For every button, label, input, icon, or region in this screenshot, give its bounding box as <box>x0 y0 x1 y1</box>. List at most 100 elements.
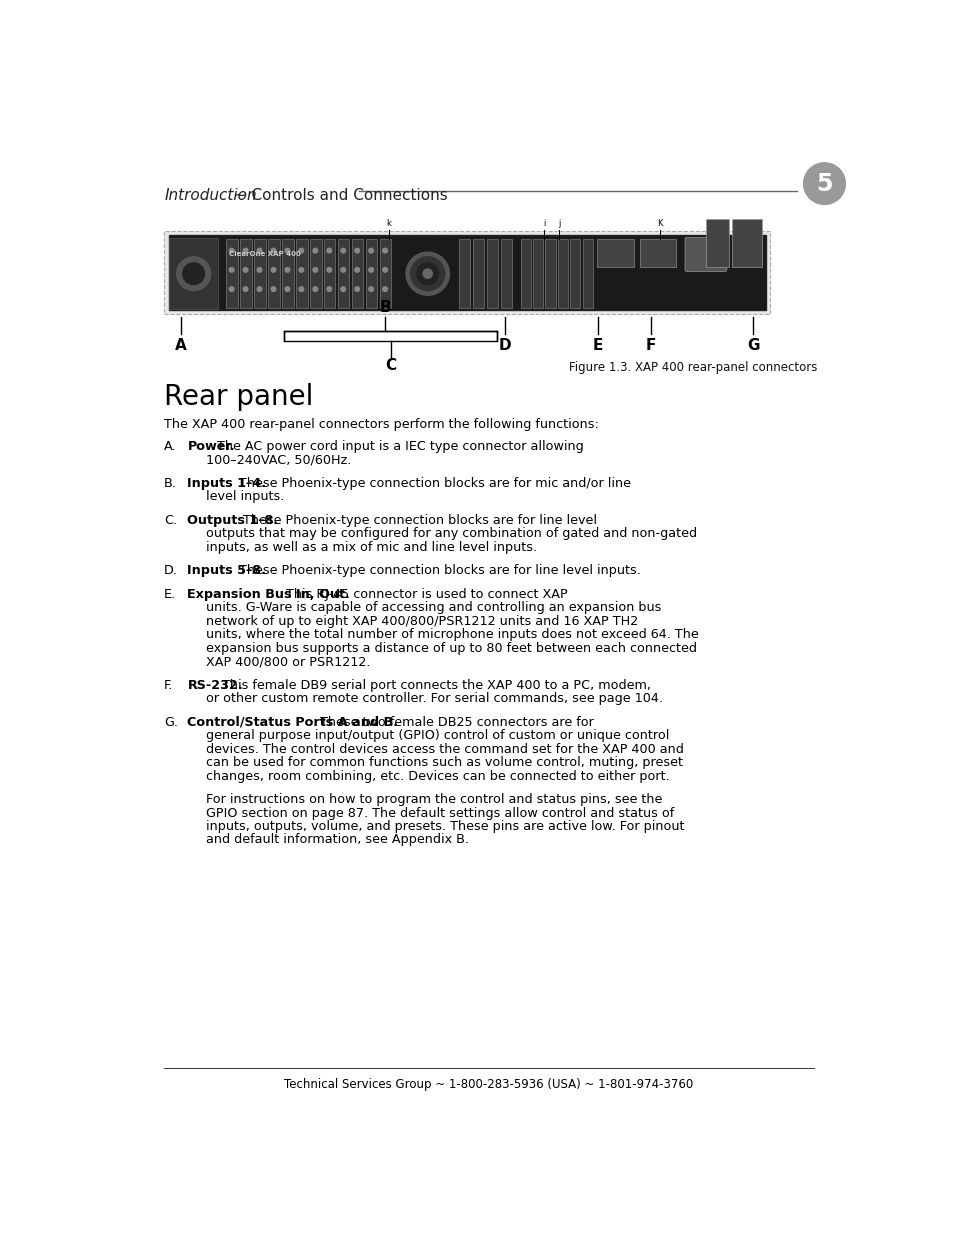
Text: These two female DB25 connectors are for: These two female DB25 connectors are for <box>312 716 594 729</box>
Text: k: k <box>386 219 391 227</box>
FancyBboxPatch shape <box>533 240 542 308</box>
Text: D: D <box>498 338 511 353</box>
FancyBboxPatch shape <box>684 237 726 272</box>
Text: units. G-Ware is capable of accessing and controlling an expansion bus: units. G-Ware is capable of accessing an… <box>206 601 660 614</box>
Circle shape <box>422 269 432 278</box>
FancyBboxPatch shape <box>597 240 633 267</box>
Circle shape <box>406 252 449 295</box>
Text: j: j <box>558 219 560 227</box>
FancyBboxPatch shape <box>458 240 470 308</box>
Text: Inputs 5–8.: Inputs 5–8. <box>187 564 266 578</box>
Text: For instructions on how to program the control and status pins, see the: For instructions on how to program the c… <box>206 793 661 806</box>
FancyBboxPatch shape <box>169 235 765 310</box>
Circle shape <box>340 268 345 272</box>
Text: Inputs 1–4.: Inputs 1–4. <box>187 477 266 490</box>
Circle shape <box>382 248 387 253</box>
Text: can be used for common functions such as volume control, muting, preset: can be used for common functions such as… <box>206 756 682 769</box>
Circle shape <box>257 287 261 291</box>
Text: B: B <box>379 300 391 315</box>
Circle shape <box>243 268 248 272</box>
Circle shape <box>802 163 844 205</box>
Text: i: i <box>542 219 544 227</box>
Text: Technical Services Group ~ 1-800-283-5936 (USA) ~ 1-801-974-3760: Technical Services Group ~ 1-800-283-593… <box>284 1078 693 1092</box>
Text: These Phoenix-type connection blocks are for line level: These Phoenix-type connection blocks are… <box>239 514 597 527</box>
Circle shape <box>285 248 290 253</box>
Text: The AC power cord input is a IEC type connector allowing: The AC power cord input is a IEC type co… <box>213 440 583 453</box>
Text: The XAP 400 rear-panel connectors perform the following functions:: The XAP 400 rear-panel connectors perfor… <box>164 419 598 431</box>
Circle shape <box>355 287 359 291</box>
Text: C.: C. <box>164 514 177 527</box>
Text: This RJ-45 connector is used to connect XAP: This RJ-45 connector is used to connect … <box>282 588 567 601</box>
Text: inputs, outputs, volume, and presets. These pins are active low. For pinout: inputs, outputs, volume, and presets. Th… <box>206 820 684 834</box>
FancyBboxPatch shape <box>570 240 579 308</box>
Circle shape <box>285 287 290 291</box>
Circle shape <box>327 248 332 253</box>
FancyBboxPatch shape <box>323 240 335 308</box>
Text: changes, room combining, etc. Devices can be connected to either port.: changes, room combining, etc. Devices ca… <box>206 769 669 783</box>
Circle shape <box>313 287 317 291</box>
Text: devices. The control devices access the command set for the XAP 400 and: devices. The control devices access the … <box>206 742 683 756</box>
Text: 100–240VAC, 50/60Hz.: 100–240VAC, 50/60Hz. <box>206 453 351 467</box>
FancyBboxPatch shape <box>732 219 760 267</box>
Text: Figure 1.3. XAP 400 rear-panel connectors: Figure 1.3. XAP 400 rear-panel connector… <box>568 362 817 374</box>
Text: F: F <box>645 338 656 353</box>
Circle shape <box>369 287 373 291</box>
Circle shape <box>271 248 275 253</box>
Circle shape <box>298 248 303 253</box>
Circle shape <box>313 248 317 253</box>
FancyBboxPatch shape <box>240 240 252 308</box>
Text: network of up to eight XAP 400/800/PSR1212 units and 16 XAP TH2: network of up to eight XAP 400/800/PSR12… <box>206 615 638 627</box>
FancyBboxPatch shape <box>337 240 349 308</box>
Text: Power.: Power. <box>187 440 234 453</box>
Circle shape <box>382 268 387 272</box>
Circle shape <box>313 268 317 272</box>
FancyBboxPatch shape <box>295 240 307 308</box>
Circle shape <box>340 287 345 291</box>
Circle shape <box>229 287 233 291</box>
Text: expansion bus supports a distance of up to 80 feet between each connected: expansion bus supports a distance of up … <box>206 642 697 655</box>
Text: general purpose input/output (GPIO) control of custom or unique control: general purpose input/output (GPIO) cont… <box>206 729 669 742</box>
FancyBboxPatch shape <box>639 240 676 267</box>
Text: E.: E. <box>164 588 176 601</box>
FancyBboxPatch shape <box>365 240 377 308</box>
Circle shape <box>243 287 248 291</box>
Text: G.: G. <box>164 716 178 729</box>
Circle shape <box>285 268 290 272</box>
Circle shape <box>176 257 211 290</box>
FancyBboxPatch shape <box>705 219 728 267</box>
Circle shape <box>257 248 261 253</box>
Text: A: A <box>175 338 187 353</box>
FancyBboxPatch shape <box>164 231 769 314</box>
FancyBboxPatch shape <box>558 240 567 308</box>
Text: 5: 5 <box>816 172 832 195</box>
Text: This female DB9 serial port connects the XAP 400 to a PC, modem,: This female DB9 serial port connects the… <box>217 679 650 692</box>
Bar <box>284 331 497 341</box>
FancyBboxPatch shape <box>486 240 497 308</box>
Text: These Phoenix-type connection blocks are for mic and/or line: These Phoenix-type connection blocks are… <box>234 477 630 490</box>
Text: or other custom remote controller. For serial commands, see page 104.: or other custom remote controller. For s… <box>206 692 662 705</box>
FancyBboxPatch shape <box>582 240 592 308</box>
Circle shape <box>410 257 444 290</box>
Circle shape <box>327 268 332 272</box>
Circle shape <box>243 248 248 253</box>
Circle shape <box>355 268 359 272</box>
FancyBboxPatch shape <box>545 240 555 308</box>
Text: units, where the total number of microphone inputs does not exceed 64. The: units, where the total number of microph… <box>206 629 698 641</box>
FancyBboxPatch shape <box>520 240 530 308</box>
Text: inputs, as well as a mix of mic and line level inputs.: inputs, as well as a mix of mic and line… <box>206 541 537 555</box>
Text: E: E <box>593 338 602 353</box>
Text: Introduction: Introduction <box>164 188 256 204</box>
Circle shape <box>271 287 275 291</box>
Text: F.: F. <box>164 679 173 692</box>
Text: and default information, see Appendix B.: and default information, see Appendix B. <box>206 834 469 846</box>
FancyBboxPatch shape <box>282 240 294 308</box>
Text: ClearOne XAP 400: ClearOne XAP 400 <box>229 252 300 257</box>
FancyBboxPatch shape <box>253 240 266 308</box>
Text: Expansion Bus In, Out.: Expansion Bus In, Out. <box>187 588 350 601</box>
Circle shape <box>382 287 387 291</box>
FancyBboxPatch shape <box>169 237 218 309</box>
FancyBboxPatch shape <box>226 240 237 308</box>
Text: These Phoenix-type connection blocks are for line level inputs.: These Phoenix-type connection blocks are… <box>234 564 640 578</box>
Circle shape <box>369 268 373 272</box>
Circle shape <box>229 248 233 253</box>
